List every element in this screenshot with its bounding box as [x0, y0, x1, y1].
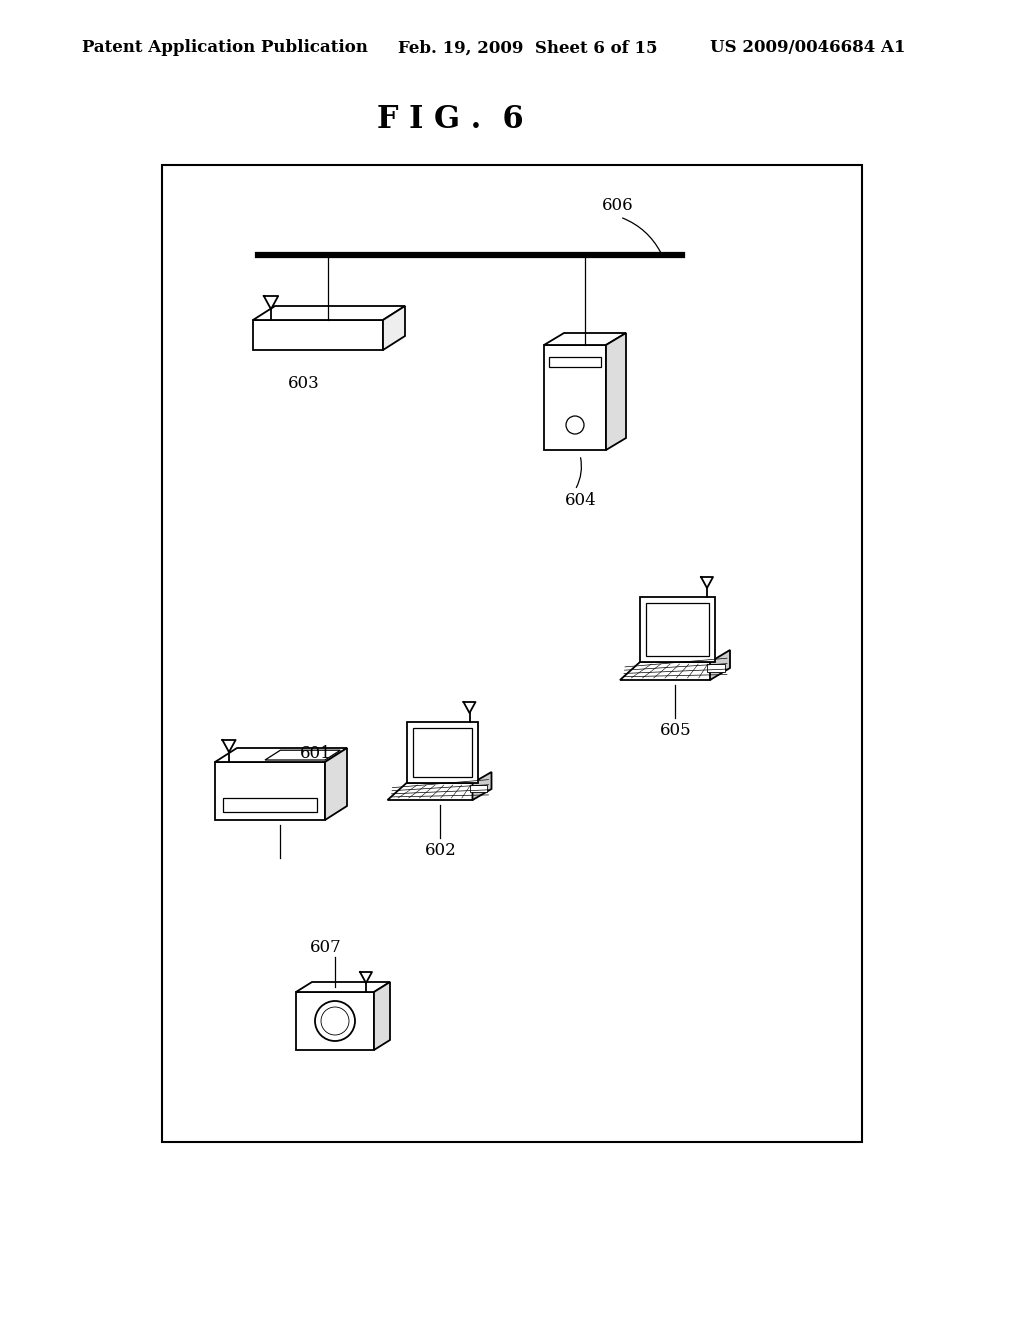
Bar	[469, 785, 486, 792]
Bar	[707, 664, 725, 672]
Polygon shape	[296, 982, 390, 993]
Bar	[296, 993, 374, 1049]
Text: 604: 604	[565, 492, 597, 510]
Polygon shape	[710, 649, 730, 680]
Text: 606: 606	[602, 197, 634, 214]
Bar	[544, 345, 606, 450]
Text: 601: 601	[300, 744, 332, 762]
Polygon shape	[472, 772, 492, 800]
Text: US 2009/0046684 A1: US 2009/0046684 A1	[710, 40, 905, 57]
Bar	[223, 799, 317, 812]
Bar	[215, 762, 325, 820]
Polygon shape	[387, 783, 492, 800]
Bar	[162, 165, 862, 1142]
Text: 605: 605	[660, 722, 691, 739]
Bar	[640, 597, 715, 663]
Polygon shape	[606, 333, 626, 450]
Text: 607: 607	[310, 939, 342, 956]
Text: 603: 603	[288, 375, 319, 392]
Polygon shape	[383, 306, 406, 350]
Bar	[253, 319, 383, 350]
Polygon shape	[620, 663, 730, 680]
Bar	[407, 722, 477, 783]
Bar	[646, 603, 709, 656]
Polygon shape	[544, 333, 626, 345]
Text: 602: 602	[425, 842, 457, 859]
Polygon shape	[374, 982, 390, 1049]
Polygon shape	[253, 306, 406, 319]
Bar	[413, 729, 471, 777]
Polygon shape	[265, 750, 340, 760]
Text: F I G .  6: F I G . 6	[377, 104, 523, 136]
Bar	[549, 356, 601, 367]
Polygon shape	[325, 748, 347, 820]
Polygon shape	[215, 748, 347, 762]
Text: Patent Application Publication: Patent Application Publication	[82, 40, 368, 57]
Text: Feb. 19, 2009  Sheet 6 of 15: Feb. 19, 2009 Sheet 6 of 15	[398, 40, 657, 57]
